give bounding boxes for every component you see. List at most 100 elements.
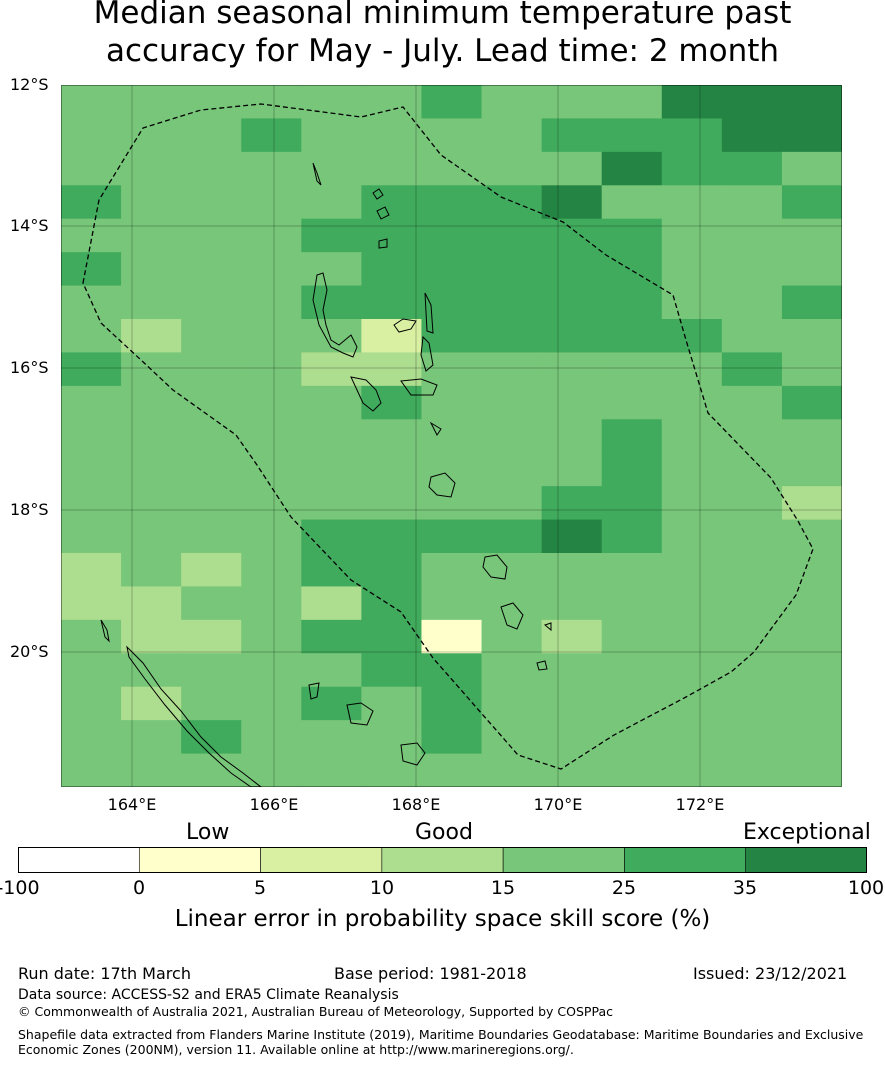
skill-grid-cell (661, 151, 723, 186)
data-source: Data source: ACCESS-S2 and ERA5 Climate … (18, 987, 399, 1003)
skill-grid-cell (781, 452, 842, 487)
skill-grid-cell (301, 686, 362, 721)
skill-grid-cell (241, 185, 302, 220)
skill-grid-cell (601, 252, 663, 287)
loyalty-lifou (346, 702, 374, 726)
maewo-coast (424, 292, 434, 334)
skill-grid-cell (181, 285, 242, 320)
skill-grid-cell (601, 519, 663, 554)
skill-grid-cell (661, 118, 723, 153)
skill-grid-cell (721, 252, 783, 287)
skill-grid-cell (121, 218, 182, 253)
skill-grid-cell (61, 352, 122, 387)
skill-grid-cell (61, 753, 122, 787)
skill-grid-cell (781, 118, 842, 153)
skill-grid-cell (301, 352, 362, 387)
pentecost-coast (420, 335, 434, 372)
skill-grid-cell (481, 686, 543, 721)
skill-grid-cell (781, 686, 842, 721)
colorbar-segment (260, 847, 383, 873)
skill-grid-cell (241, 218, 302, 253)
skill-grid-cell (361, 252, 423, 287)
skill-grid-cell (61, 151, 122, 186)
skill-grid-cell (481, 653, 543, 688)
coastlines (100, 162, 552, 787)
skill-grid-cell (541, 319, 603, 354)
skill-grid-cell (661, 252, 723, 287)
skill-grid-cell (241, 720, 302, 755)
skill-grid-cell (61, 519, 122, 554)
skill-grid-cell (421, 553, 483, 588)
skill-grid-cell (361, 753, 423, 787)
skill-grid-cell (661, 319, 723, 354)
skill-grid-cell (721, 586, 783, 621)
skill-grid-cell (421, 653, 483, 688)
lat-label-16s: 16°S (10, 358, 49, 377)
belep-islands (100, 619, 110, 643)
skill-grid-cell (661, 720, 723, 755)
skill-grid-cell (121, 486, 182, 521)
skill-grid-cell (781, 151, 842, 186)
skill-grid-cell (781, 285, 842, 320)
skill-grid-cell (721, 519, 783, 554)
skill-grid-cell (181, 185, 242, 220)
skill-grid-cell (661, 619, 723, 654)
skill-grid-cell (541, 553, 603, 588)
skill-grid-cell (541, 686, 603, 721)
skill-grid-cell (661, 285, 723, 320)
skill-grid-cell (241, 319, 302, 354)
skill-grid-cell (361, 586, 423, 621)
skill-grid-cell (601, 720, 663, 755)
skill-grid-cell (601, 619, 663, 654)
colorbar-tick: 25 (611, 877, 637, 899)
skill-grid-cell (421, 586, 483, 621)
skill-grid-cell (181, 319, 242, 354)
skill-grid-cell (61, 252, 122, 287)
skill-grid-cell (541, 419, 603, 454)
skill-grid-cell (421, 85, 483, 120)
skill-grid-cell (481, 352, 543, 387)
skill-grid-cell (421, 185, 483, 220)
skill-grid-cell (361, 218, 423, 253)
skill-grid-cell (301, 619, 362, 654)
skill-grid-cell (181, 419, 242, 454)
skill-grid-cell (601, 653, 663, 688)
map-canvas (61, 85, 842, 787)
skill-grid-cell (481, 319, 543, 354)
skill-grid-cell (421, 519, 483, 554)
skill-grid-cell (601, 452, 663, 487)
lon-label-170e: 170°E (533, 795, 583, 814)
skill-grid-cell (661, 85, 723, 120)
skill-grid-cell (541, 151, 603, 186)
skill-grid-cell (181, 553, 242, 588)
skill-grid-cell (481, 185, 543, 220)
skill-grid-cell (61, 85, 122, 120)
skill-grid-cell (181, 720, 242, 755)
skill-grid-cell (661, 218, 723, 253)
skill-grid-cell (781, 486, 842, 521)
skill-grid-cell (721, 419, 783, 454)
shapefile-credit-line-2: Economic Zones (200NM), version 11. Avai… (18, 1042, 574, 1057)
skill-grid-cell (661, 486, 723, 521)
skill-grid-cell (121, 118, 182, 153)
skill-grid-cell (661, 185, 723, 220)
skill-grid-cell (421, 352, 483, 387)
ambae-coast (393, 318, 417, 333)
skill-grid-cell (241, 553, 302, 588)
skill-grid-cell (61, 586, 122, 621)
skill-grid-cell (481, 118, 543, 153)
eez-boundary (82, 103, 814, 770)
skill-grid-cell (421, 419, 483, 454)
skill-grid-cell (61, 319, 122, 354)
skill-grid-cell (241, 586, 302, 621)
skill-grid-cell (301, 151, 362, 186)
colorbar (18, 847, 867, 873)
skill-grid-cell (61, 486, 122, 521)
lat-label-14s: 14°S (10, 216, 49, 235)
skill-grid-cell (241, 252, 302, 287)
skill-grid-cell (181, 653, 242, 688)
skill-grid-cell (481, 252, 543, 287)
skill-grid-cell (241, 686, 302, 721)
skill-grid-cell (241, 452, 302, 487)
skill-grid-cell (361, 553, 423, 588)
